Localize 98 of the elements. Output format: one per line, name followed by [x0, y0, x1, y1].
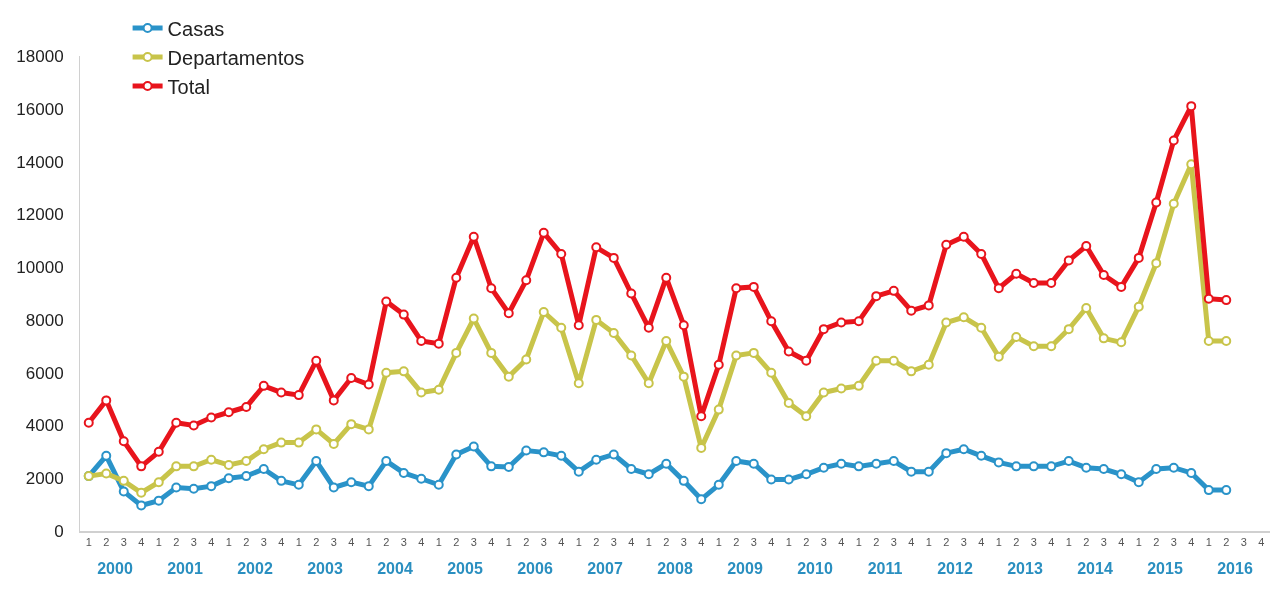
x-tick-label: 4: [558, 536, 565, 549]
x-tick-label: 2: [1223, 536, 1230, 549]
x-tick-label: 4: [1118, 536, 1125, 549]
x-tick-label: 2: [1083, 536, 1090, 549]
legend-label: Casas: [167, 17, 225, 40]
x-tick-label: 3: [400, 536, 407, 549]
x-tick-label: 1: [155, 536, 162, 549]
x-tick-label: 4: [208, 536, 215, 549]
x-tick-label: 3: [330, 536, 337, 549]
x-tick-label: 4: [1188, 536, 1195, 549]
x-tick-label: 3: [750, 536, 757, 549]
x-tick-label: 1: [1205, 536, 1212, 549]
x-tick-label: 2: [803, 536, 810, 549]
x-tick-label: 4: [628, 536, 635, 549]
x-tick-label: 3: [120, 536, 127, 549]
x-tick-label: 3: [540, 536, 547, 549]
x2-tick-label: 2001: [167, 560, 203, 577]
x-tick-label: 1: [925, 536, 932, 549]
x2-tick-label: 2014: [1077, 560, 1113, 577]
y-tick-label: 10000: [16, 258, 64, 278]
x2-tick-label: 2011: [867, 560, 903, 577]
x-tick-label: 2: [1013, 536, 1020, 549]
x2-tick-label: 2013: [1007, 560, 1043, 577]
x-tick-label: 2: [173, 536, 180, 549]
x-tick-label: 2: [873, 536, 880, 549]
x-tick-label: 2: [943, 536, 950, 549]
x-tick-label: 1: [995, 536, 1002, 549]
x2-tick-label: 2016: [1217, 560, 1253, 577]
x-tick-label: 2: [733, 536, 740, 549]
x-tick-label: 1: [855, 536, 862, 549]
y-tick-label: 2000: [25, 469, 64, 489]
x2-tick-label: 2002: [237, 560, 273, 577]
x-tick-label: 1: [1135, 536, 1142, 549]
x-tick-label: 2: [663, 536, 670, 549]
y-tick-label: 14000: [16, 152, 64, 172]
x-tick-label: 2: [103, 536, 110, 549]
x-tick-label: 3: [1170, 536, 1177, 549]
x2-tick-label: 2010: [797, 560, 833, 577]
x-tick-label: 3: [820, 536, 827, 549]
x-tick-label: 1: [295, 536, 302, 549]
x-tick-label: 3: [260, 536, 267, 549]
x-tick-label: 4: [838, 536, 845, 549]
x-tick-label: 3: [1100, 536, 1107, 549]
x-tick-label: 4: [768, 536, 775, 549]
y-tick-label: 8000: [25, 310, 64, 330]
x-tick-label: 4: [278, 536, 285, 549]
y-tick-label: 4000: [25, 416, 64, 436]
x-tick-label: 3: [960, 536, 967, 549]
x-tick-label: 1: [645, 536, 652, 549]
x-tick-label: 4: [908, 536, 915, 549]
x-tick-label: 3: [470, 536, 477, 549]
x2-tick-label: 2006: [517, 560, 553, 577]
x-tick-label: 1: [575, 536, 582, 549]
x-tick-label: 1: [225, 536, 232, 549]
x-tick-label: 2: [1153, 536, 1160, 549]
x-tick-label: 1: [435, 536, 442, 549]
legend-label: Departamentos: [167, 46, 305, 69]
x2-tick-label: 2007: [587, 560, 623, 577]
x2-tick-label: 2003: [307, 560, 343, 577]
x-tick-label: 4: [1258, 536, 1265, 549]
x-tick-label: 4: [1048, 536, 1055, 549]
x-tick-label: 3: [610, 536, 617, 549]
y-tick-label: 18000: [16, 46, 64, 66]
x2-tick-label: 2015: [1147, 560, 1183, 577]
x2-tick-label: 2009: [727, 560, 763, 577]
x-tick-label: 4: [978, 536, 985, 549]
x2-tick-label: 2000: [97, 560, 133, 577]
x-tick-label: 4: [418, 536, 425, 549]
x-tick-label: 4: [488, 536, 495, 549]
x2-tick-label: 2012: [937, 560, 973, 577]
y-tick-label: 12000: [16, 205, 64, 225]
x-tick-label: 3: [190, 536, 197, 549]
x-tick-label: 2: [453, 536, 460, 549]
x-tick-label: 2: [313, 536, 320, 549]
x-tick-label: 4: [138, 536, 145, 549]
x-tick-label: 3: [680, 536, 687, 549]
x-tick-label: 2: [243, 536, 250, 549]
x-tick-label: 1: [1065, 536, 1072, 549]
x-tick-label: 4: [348, 536, 355, 549]
x-tick-label: 2: [383, 536, 390, 549]
x2-tick-label: 2008: [657, 560, 693, 577]
x-tick-label: 2: [593, 536, 600, 549]
x-tick-label: 3: [1240, 536, 1247, 549]
x-tick-label: 4: [698, 536, 705, 549]
x-tick-label: 2: [523, 536, 530, 549]
x-tick-label: 1: [85, 536, 92, 549]
x-tick-label: 1: [785, 536, 792, 549]
x2-tick-label: 2005: [447, 560, 483, 577]
x-tick-label: 1: [365, 536, 372, 549]
x2-tick-label: 2004: [377, 560, 413, 577]
x-tick-label: 3: [1030, 536, 1037, 549]
y-tick-label: 6000: [25, 363, 64, 383]
x-tick-label: 1: [505, 536, 512, 549]
y-tick-label: 16000: [16, 99, 64, 119]
y-tick-label: 0: [54, 521, 64, 541]
x-tick-label: 1: [715, 536, 722, 549]
legend-label: Total: [167, 75, 210, 98]
x-tick-label: 3: [890, 536, 897, 549]
